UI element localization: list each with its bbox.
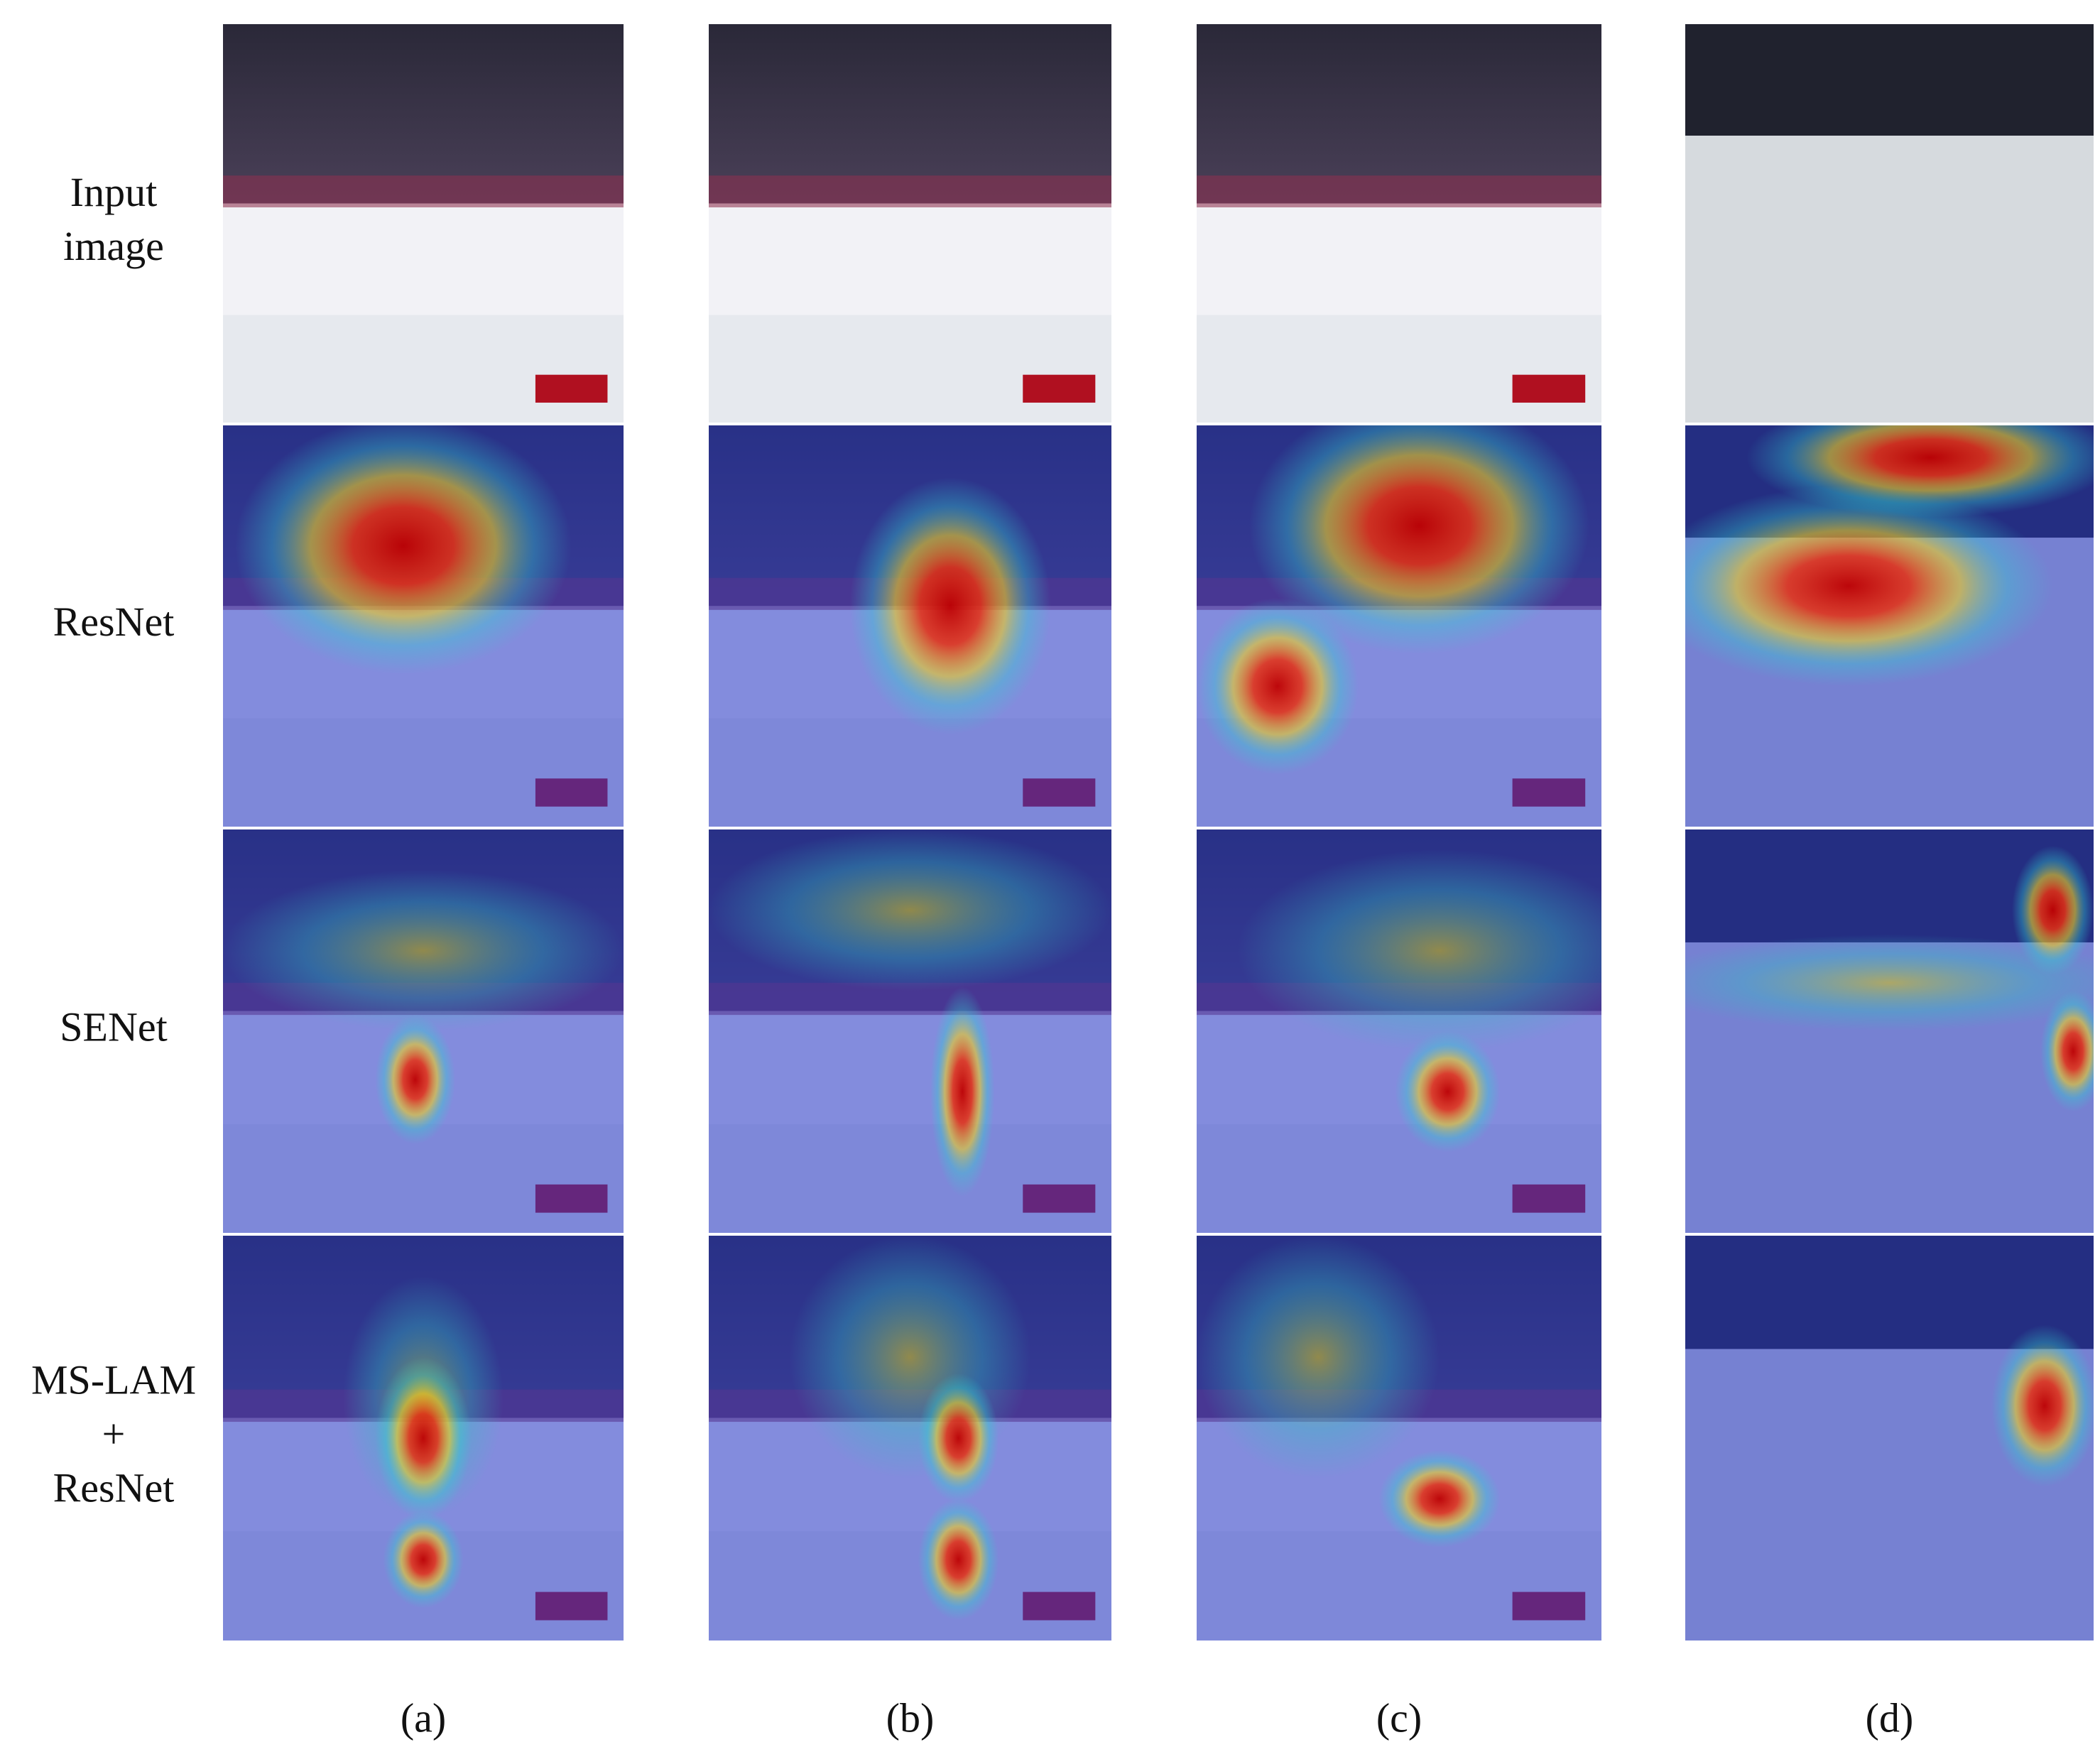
ice: [1685, 136, 2094, 423]
image-panel: [709, 1236, 1111, 1641]
hot-spot: [375, 1015, 456, 1145]
image-panel: [223, 24, 624, 423]
logo-box: [535, 374, 608, 403]
image-panel: [1685, 829, 2094, 1233]
image-panel: [1197, 425, 1601, 827]
row-label: MS-LAM: [31, 1356, 196, 1403]
hot-spot: [918, 1498, 999, 1621]
column-label: (c): [1376, 1694, 1422, 1741]
board-top: [709, 175, 1111, 208]
warm-spot: [709, 829, 1111, 991]
image-panel: [709, 829, 1111, 1233]
column-label: (d): [1866, 1694, 1914, 1741]
ice: [1197, 315, 1601, 423]
banner: [1685, 24, 2094, 136]
image-panel: [223, 1236, 624, 1641]
hot-spot: [1197, 597, 1359, 775]
warm-spot: [223, 869, 624, 1031]
crowd: [709, 24, 1111, 204]
image-panel: [223, 425, 624, 827]
hot-spot: [1378, 1450, 1501, 1547]
board: [1197, 207, 1601, 315]
image-panel: [1685, 425, 2094, 827]
crowd: [1197, 24, 1601, 204]
image-panel: [1197, 829, 1601, 1233]
row-label: image: [63, 223, 164, 269]
row-label: SENet: [60, 1003, 167, 1050]
image-panel: [1197, 24, 1601, 423]
board: [223, 207, 624, 315]
warm-spot: [1197, 1236, 1440, 1479]
column-label: (b): [886, 1694, 935, 1741]
logo-box: [1512, 374, 1586, 403]
column-label: (a): [401, 1694, 446, 1741]
row-label: ResNet: [53, 599, 175, 645]
image-panel: [223, 829, 624, 1233]
board-top: [1197, 175, 1601, 208]
image-panel: [1685, 1236, 2094, 1641]
row-label: ResNet: [53, 1464, 175, 1511]
image-panel: [1685, 24, 2094, 423]
image-panel: [1197, 1236, 1601, 1641]
row-label: +: [102, 1410, 126, 1457]
crowd: [223, 24, 624, 204]
hot-spot: [1395, 1031, 1501, 1153]
hot-spot: [1991, 1324, 2094, 1487]
hot-spot: [234, 425, 572, 675]
hot-spot: [2012, 845, 2094, 975]
row-label: Input: [70, 169, 157, 215]
logo-box: [1023, 374, 1096, 403]
hot-spot: [1746, 425, 2094, 518]
warm-spot: [1237, 849, 1601, 1052]
hot-spot: [375, 1357, 472, 1519]
hot-spot: [2040, 991, 2094, 1112]
hot-spot: [383, 1511, 464, 1609]
hot-spot: [1249, 425, 1589, 654]
ice: [223, 315, 624, 423]
image-panel: [709, 24, 1111, 423]
hot-spot: [1685, 485, 2053, 687]
image-panel: [709, 425, 1111, 827]
board-top: [223, 175, 624, 208]
hot-spot: [930, 986, 995, 1197]
warm-spot: [1685, 934, 2094, 1031]
hot-spot: [849, 477, 1051, 735]
ice: [709, 315, 1111, 423]
board: [709, 207, 1111, 315]
hot-spot: [918, 1373, 999, 1503]
